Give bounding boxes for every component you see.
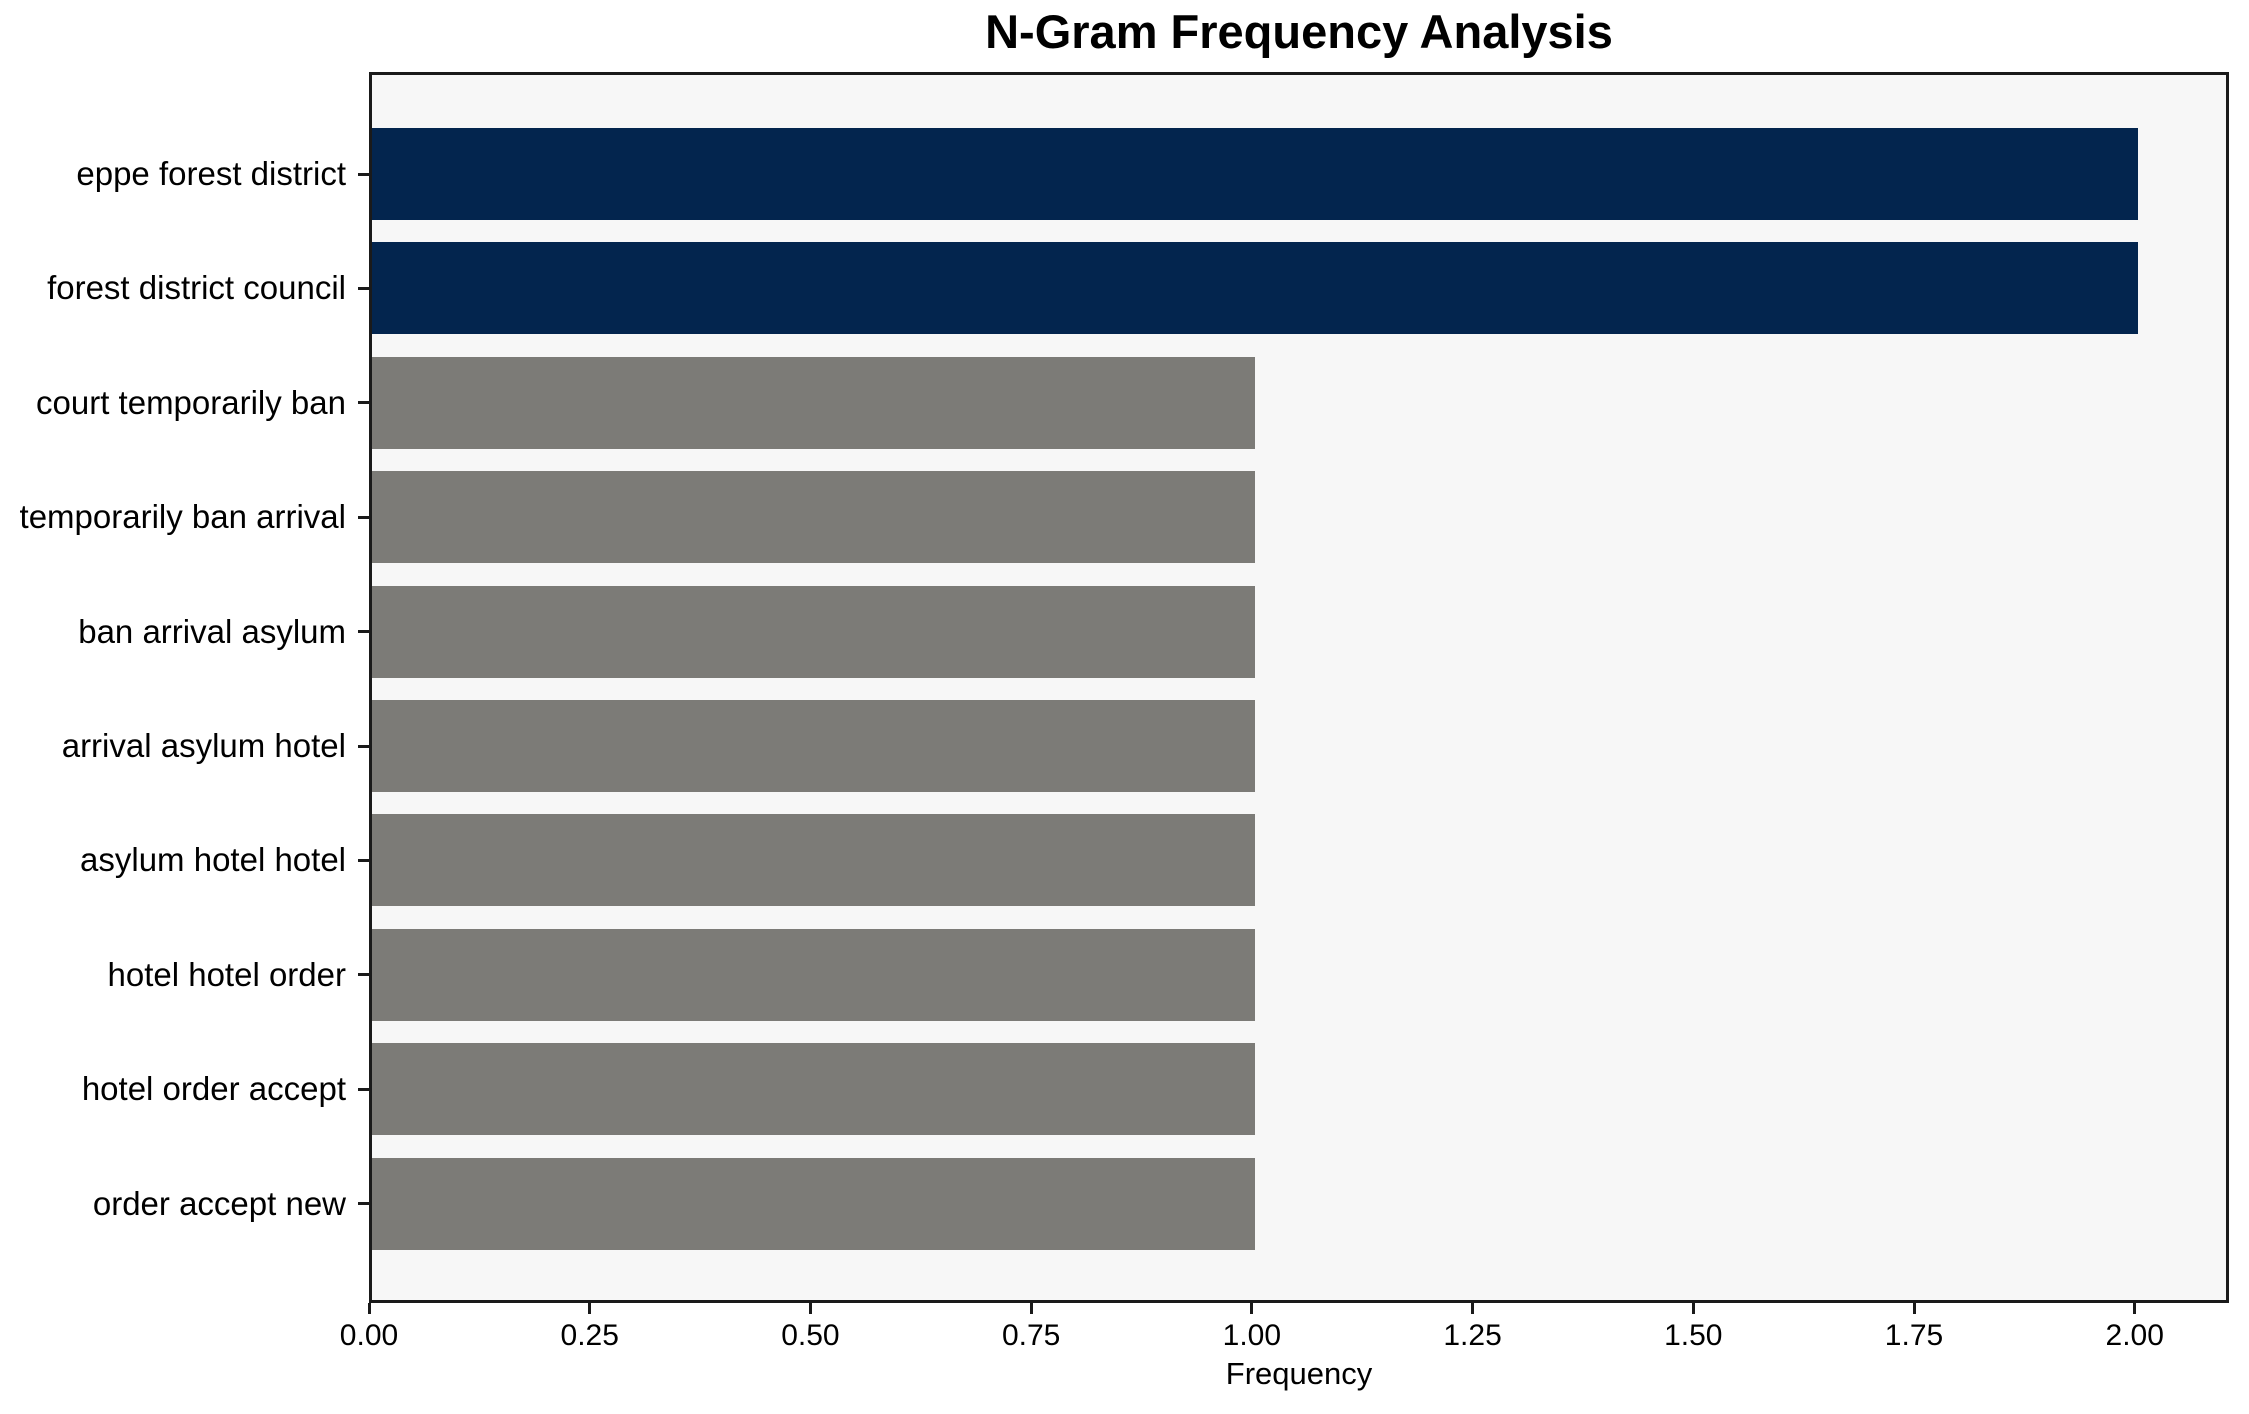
- y-tick-mark: [358, 1087, 369, 1091]
- bar: [372, 1157, 1255, 1250]
- y-tick-label: ban arrival asylum: [78, 612, 346, 650]
- x-tick-label: 1.75: [1884, 1319, 1944, 1352]
- y-tick-label: eppe forest district: [76, 155, 346, 192]
- y-tick-mark: [358, 1202, 369, 1206]
- bar: [372, 128, 2138, 220]
- x-tick-label: 1.25: [1443, 1319, 1502, 1352]
- x-tick-mark: [367, 1303, 371, 1314]
- y-tick-mark: [358, 172, 369, 176]
- y-tick-mark: [358, 744, 369, 748]
- y-tick-label: hotel hotel order: [107, 955, 347, 993]
- y-tick-mark: [358, 630, 369, 634]
- y-axis-tick-marks: [358, 72, 369, 1303]
- x-tick-mark: [2133, 1303, 2137, 1314]
- y-tick-mark: [358, 515, 369, 519]
- bar: [372, 814, 1255, 907]
- x-tick-mark: [1912, 1303, 1916, 1314]
- x-axis-title: Frequency: [1225, 1356, 1373, 1391]
- x-tick-label: 0.00: [339, 1319, 399, 1352]
- y-tick-label: temporarily ban arrival: [19, 498, 346, 536]
- bar: [372, 585, 1255, 678]
- x-tick-mark: [1250, 1303, 1254, 1314]
- y-tick-label: arrival asylum hotel: [61, 727, 346, 764]
- y-tick-label: hotel order accept: [81, 1070, 346, 1108]
- x-axis: 0.00 0.25 0.50 0.75 1.00 1.25 1.50 1.75 2.00: [340, 1303, 2229, 1363]
- x-tick-label: 0.75: [1001, 1319, 1061, 1352]
- x-tick-label: 1.50: [1664, 1319, 1723, 1352]
- x-tick-mark: [588, 1303, 592, 1314]
- x-tick-mark: [1691, 1303, 1695, 1314]
- y-axis-labels: eppe forest district forest district coun…: [0, 72, 346, 1303]
- bar: [372, 356, 1255, 449]
- x-tick-mark: [1029, 1303, 1033, 1314]
- y-tick-label: court temporarily ban: [36, 383, 346, 421]
- bar: [372, 928, 1255, 1021]
- y-tick-label: order accept new: [92, 1184, 346, 1222]
- x-tick-label: 1.00: [1222, 1319, 1282, 1352]
- y-tick-mark: [358, 401, 369, 405]
- y-tick-label: forest district council: [47, 269, 346, 307]
- x-tick-label: 2.00: [2105, 1319, 2164, 1352]
- y-tick-mark: [358, 973, 369, 977]
- bar: [372, 471, 1255, 564]
- plot-area: [369, 72, 2229, 1303]
- x-tick-mark: [808, 1303, 812, 1314]
- bar: [372, 700, 1255, 792]
- y-tick-mark: [358, 286, 369, 290]
- y-tick-label: asylum hotel hotel: [80, 841, 346, 879]
- bar: [372, 1043, 1255, 1136]
- y-tick-mark: [358, 858, 369, 862]
- x-tick-mark: [1471, 1303, 1475, 1314]
- chart-title: N-Gram Frequency Analysis: [985, 5, 1613, 58]
- x-tick-label: 0.25: [560, 1319, 619, 1352]
- bar: [372, 242, 2138, 335]
- x-tick-label: 0.50: [781, 1319, 840, 1352]
